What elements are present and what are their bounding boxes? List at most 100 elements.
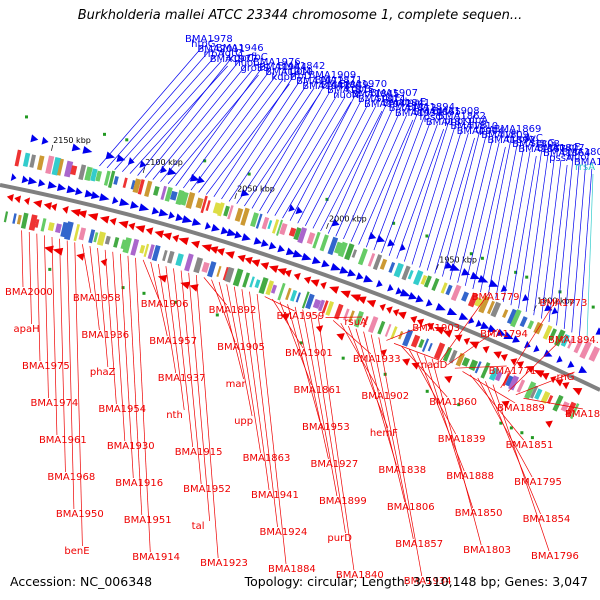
gene-feature [533,344,540,353]
gene-feature [407,269,414,280]
gene-feature [200,195,208,214]
gene-feature [303,276,312,285]
gene-feature [121,286,125,290]
gene-feature [417,318,425,327]
gene-feature [250,212,259,228]
gene-feature [216,265,222,278]
gene-feature [445,284,453,296]
gene-label: BMA1924 [260,527,308,538]
gene-feature [64,221,74,241]
gene-feature [223,205,230,217]
gene-label: BMA2011 [197,44,245,55]
gene-feature [14,195,22,204]
leader-line [226,284,253,417]
gene-feature [137,179,145,195]
leader-line [363,331,406,503]
leader-line [556,153,574,326]
gene-feature [47,222,55,232]
gene-feature [386,306,393,314]
gene-feature [541,372,550,381]
gene-feature [279,222,288,236]
gene-feature [301,291,310,309]
leader-line [127,255,143,516]
gene-feature [162,232,172,241]
gene-feature [578,365,588,373]
gene-label: tpiA [475,125,495,136]
gene-feature [158,208,169,217]
gene-feature [356,296,367,304]
gene-feature [103,170,111,186]
leader-line [325,316,363,318]
gene-label: ilvC [524,133,542,144]
gene-label: BMA1937 [158,373,206,384]
gene-feature [339,266,349,274]
gene-label: pssA [549,153,573,164]
leader-line [99,45,204,167]
gene-feature [21,175,29,184]
leader-line [198,78,284,193]
gene-feature [122,177,128,188]
gene-label: BMA1779 [472,292,520,303]
gene-feature [469,341,480,349]
leader-line [150,261,168,337]
leader-line [485,381,541,515]
gene-feature [143,243,150,258]
leader-line [175,63,266,187]
gene-label: BMA1923 [200,558,248,569]
gene-label: BMA1850 [455,508,503,519]
gene-label: BMA1861 [293,385,341,396]
gene-feature [509,426,513,430]
gene-label: BMA1857 [395,539,443,550]
gene-feature [344,243,355,261]
gene-feature [319,234,329,252]
gene-feature [122,237,132,254]
leader-line [332,320,372,355]
kbp-tick [326,223,329,229]
gene-feature [204,221,211,230]
leader-line [449,131,488,280]
gene-feature [189,284,199,292]
gene-feature [55,223,62,234]
gene-feature [458,312,469,320]
leader-line [327,99,389,234]
gene-feature [470,271,480,280]
gene-feature [579,340,592,359]
gene-feature [525,275,529,279]
gene-feature [28,214,38,231]
gene-feature [220,226,229,235]
leader-line [135,257,151,553]
gene-feature [175,213,184,222]
gene-feature [508,375,520,391]
gene-feature [224,266,235,283]
gene-feature [427,342,433,352]
gene-feature [372,254,383,271]
gene-feature [311,256,321,264]
leader-line [228,82,309,202]
leader-line [74,242,83,547]
leader-line [122,60,222,172]
gene-label: kdpE [271,72,296,83]
leader-line [507,334,567,392]
gene-feature [222,266,229,281]
leader-line [439,291,490,363]
leader-line [259,86,333,212]
gene-feature [107,170,116,189]
gene-feature [330,262,341,271]
gene-label: BMA1842 [278,61,326,72]
gene-feature [120,239,127,250]
leader-line [287,304,321,423]
gene-feature [455,352,465,367]
gene-feature [519,316,528,328]
gene-label: BMA1798 [574,157,600,168]
gene-feature [260,239,269,247]
gene-feature [425,299,433,307]
gene-label: BMA1773 [540,298,588,309]
gene-feature [118,220,129,229]
leader-line [523,397,584,410]
gene-feature [260,262,270,270]
gene-feature [412,269,424,286]
leader-line [221,77,303,200]
gene-label: kdpA [463,115,488,126]
gene-feature [16,214,22,225]
gene-label: BMA1865 [413,107,461,118]
